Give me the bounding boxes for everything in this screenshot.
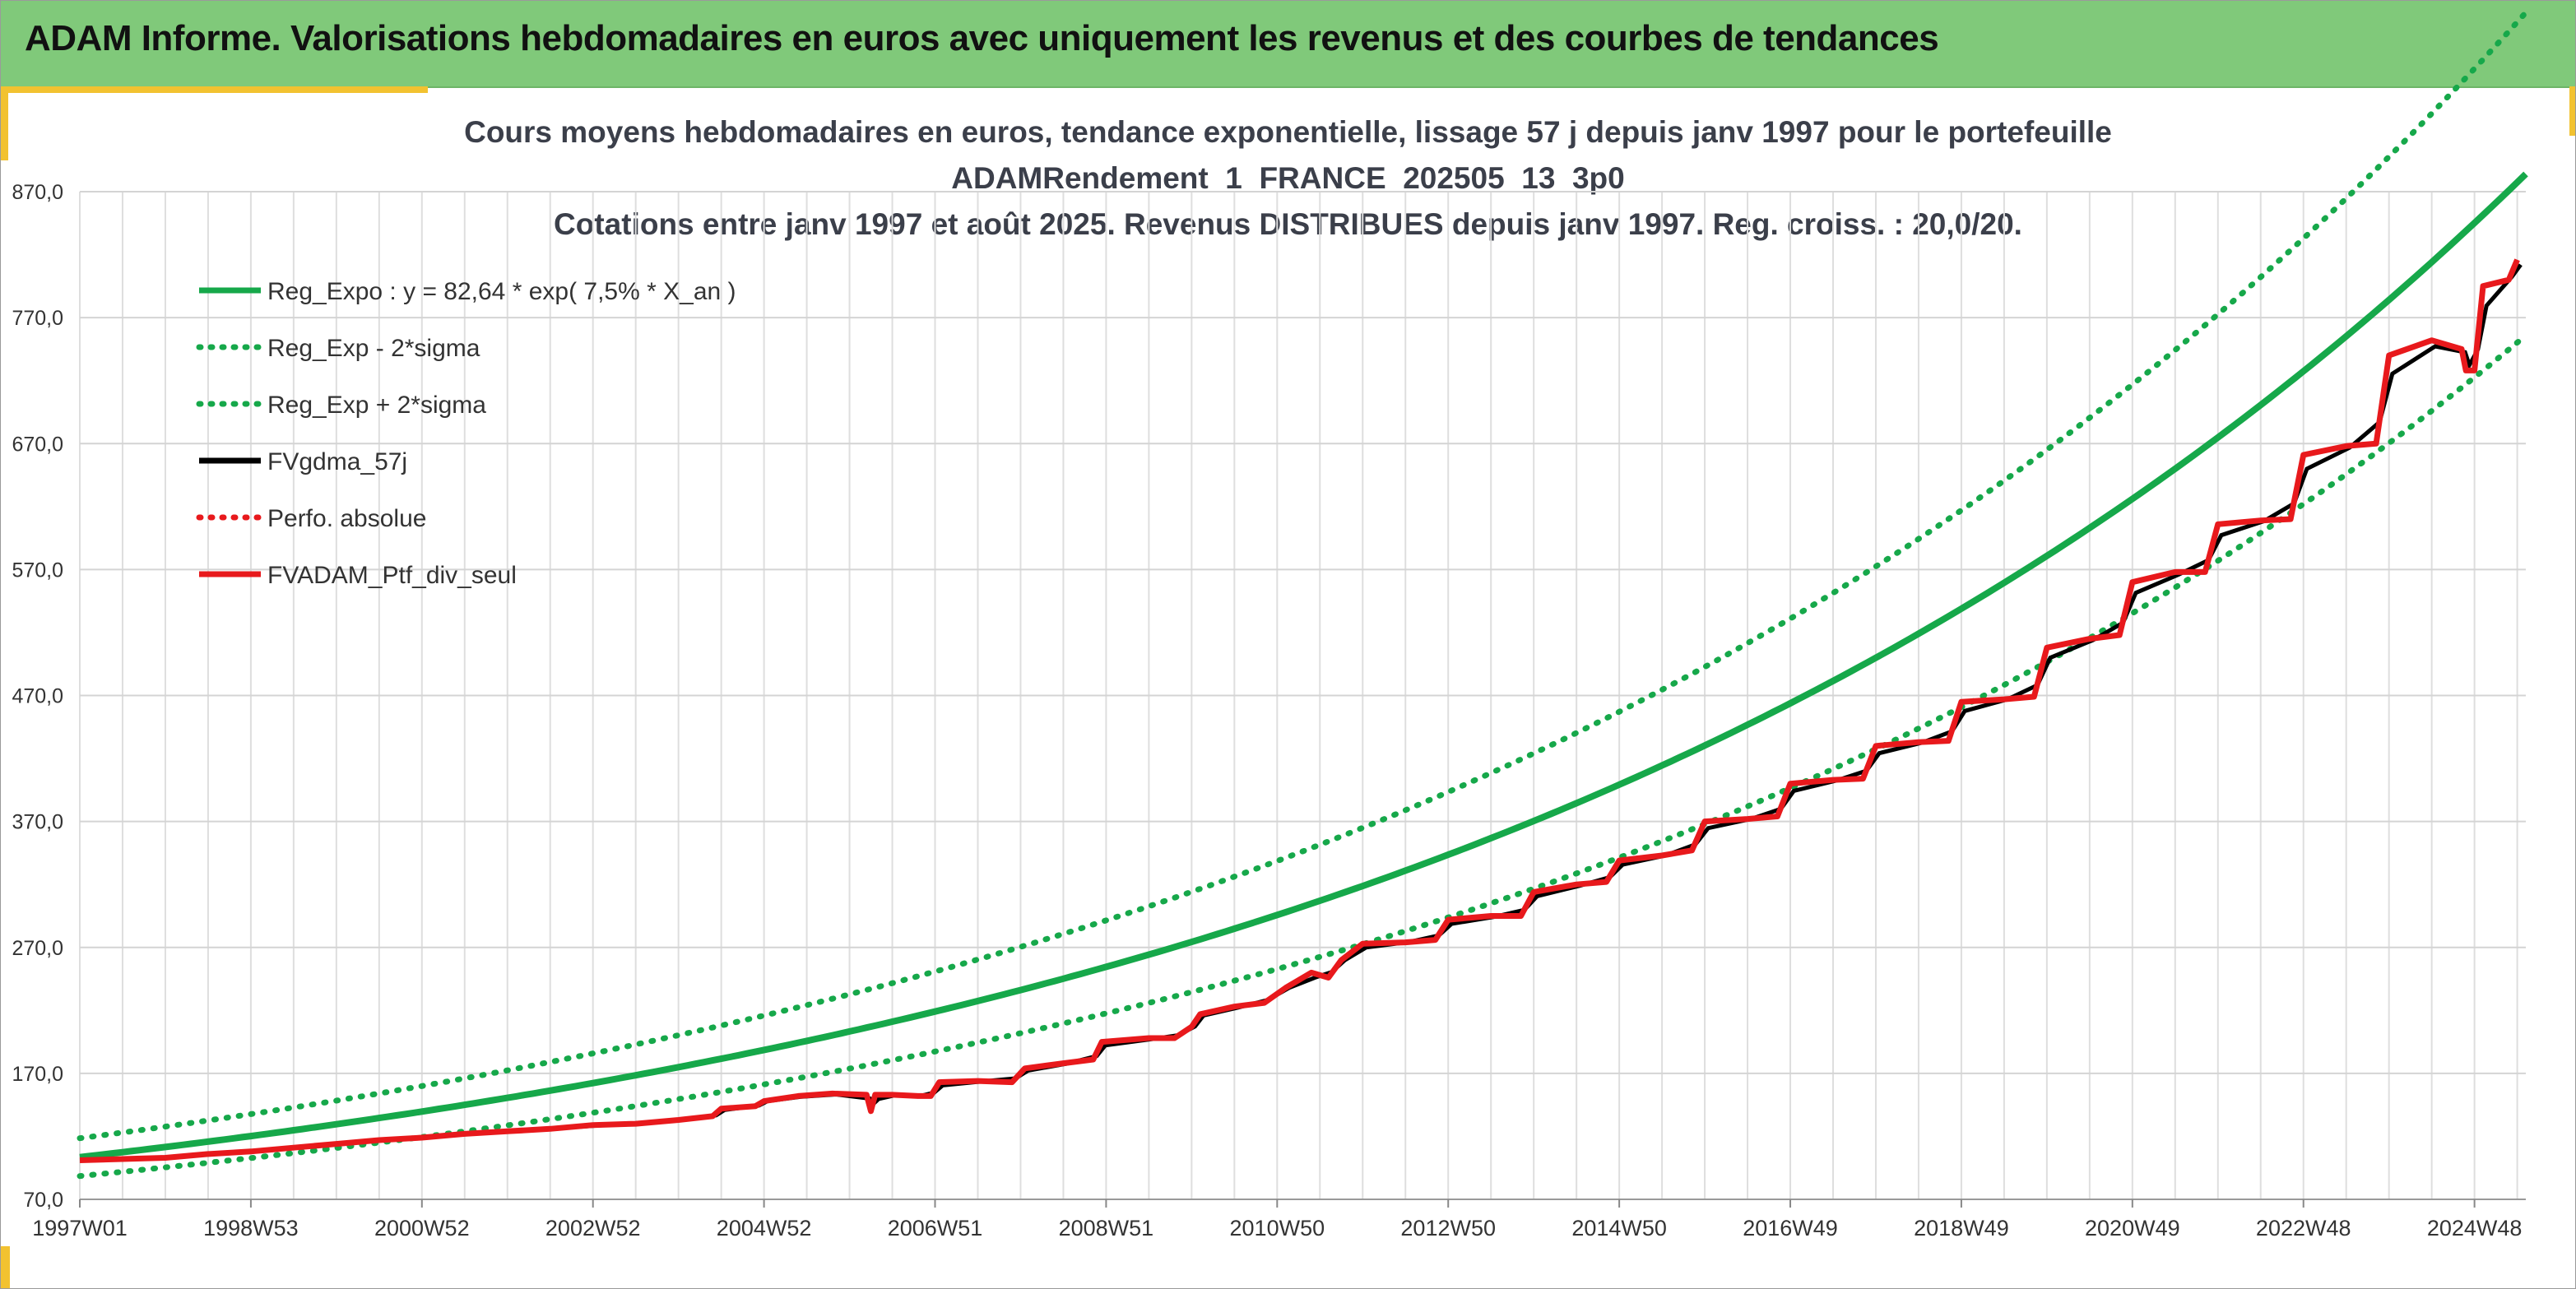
corner-accent-top-right	[2569, 86, 2576, 136]
legend-label: Reg_Expo : y = 82,64 * exp( 7,5% * X_an …	[267, 278, 736, 305]
legend-label: FVADAM_Ptf_div_seul	[267, 562, 517, 589]
x-tick-label: 2022W48	[2256, 1216, 2351, 1240]
x-tick-label: 2012W50	[1400, 1216, 1496, 1240]
series-fvadam-ptf-div-seul	[79, 258, 2520, 1163]
chart-title-line-2: ADAMRendement_1_FRANCE_202505_13_3p0	[951, 161, 1625, 195]
x-tick-label: 2006W51	[888, 1216, 983, 1240]
x-tick-label: 2020W49	[2085, 1216, 2180, 1240]
y-tick-label: 870,0	[12, 181, 63, 204]
legend-label: Perfo. absolue	[267, 505, 426, 532]
top-accent-strip	[0, 86, 428, 93]
series-reg-exp-plus-2sigma	[77, 9, 2529, 1142]
chart-title-line-1: Cours moyens hebdomadaires en euros, ten…	[464, 115, 2112, 149]
series-reg-exp-minus-2sigma	[77, 332, 2529, 1180]
x-tick-label: 2004W52	[717, 1216, 812, 1240]
report-title: ADAM Informe. Valorisations hebdomadaire…	[25, 18, 1939, 58]
y-tick-label: 670,0	[12, 433, 63, 456]
legend-label: Reg_Exp + 2*sigma	[267, 392, 486, 419]
y-tick-label: 370,0	[12, 811, 63, 834]
y-tick-label: 70,0	[23, 1189, 63, 1212]
x-tick-label: 2016W49	[1743, 1216, 1838, 1240]
series-reg-expo	[79, 171, 2528, 1161]
y-tick-label: 270,0	[12, 937, 63, 960]
x-tick-label: 2002W52	[545, 1216, 641, 1240]
x-tick-label: 2018W49	[1914, 1216, 2009, 1240]
y-tick-label: 770,0	[12, 307, 63, 330]
title-banner: ADAM Informe. Valorisations hebdomadaire…	[0, 0, 2576, 88]
y-tick-label: 570,0	[12, 559, 63, 582]
y-tick-label: 170,0	[12, 1063, 63, 1086]
x-tick-label: 1997W01	[32, 1216, 128, 1240]
y-tick-label: 470,0	[12, 685, 63, 708]
corner-accent-bottom-left	[0, 1246, 10, 1289]
chart-title-line-3: Cotations entre janv 1997 et août 2025. …	[554, 207, 2022, 241]
x-tick-label: 2024W48	[2427, 1216, 2523, 1240]
legend-label: Reg_Exp - 2*sigma	[267, 335, 480, 362]
x-tick-label: 2014W50	[1571, 1216, 1667, 1240]
x-tick-label: 2010W50	[1230, 1216, 1325, 1240]
x-tick-label: 2000W52	[374, 1216, 470, 1240]
x-tick-label: 2008W51	[1059, 1216, 1154, 1240]
legend-label: FVgdma_57j	[267, 448, 407, 475]
x-tick-label: 1998W53	[203, 1216, 299, 1240]
corner-accent-top-left	[0, 86, 8, 160]
